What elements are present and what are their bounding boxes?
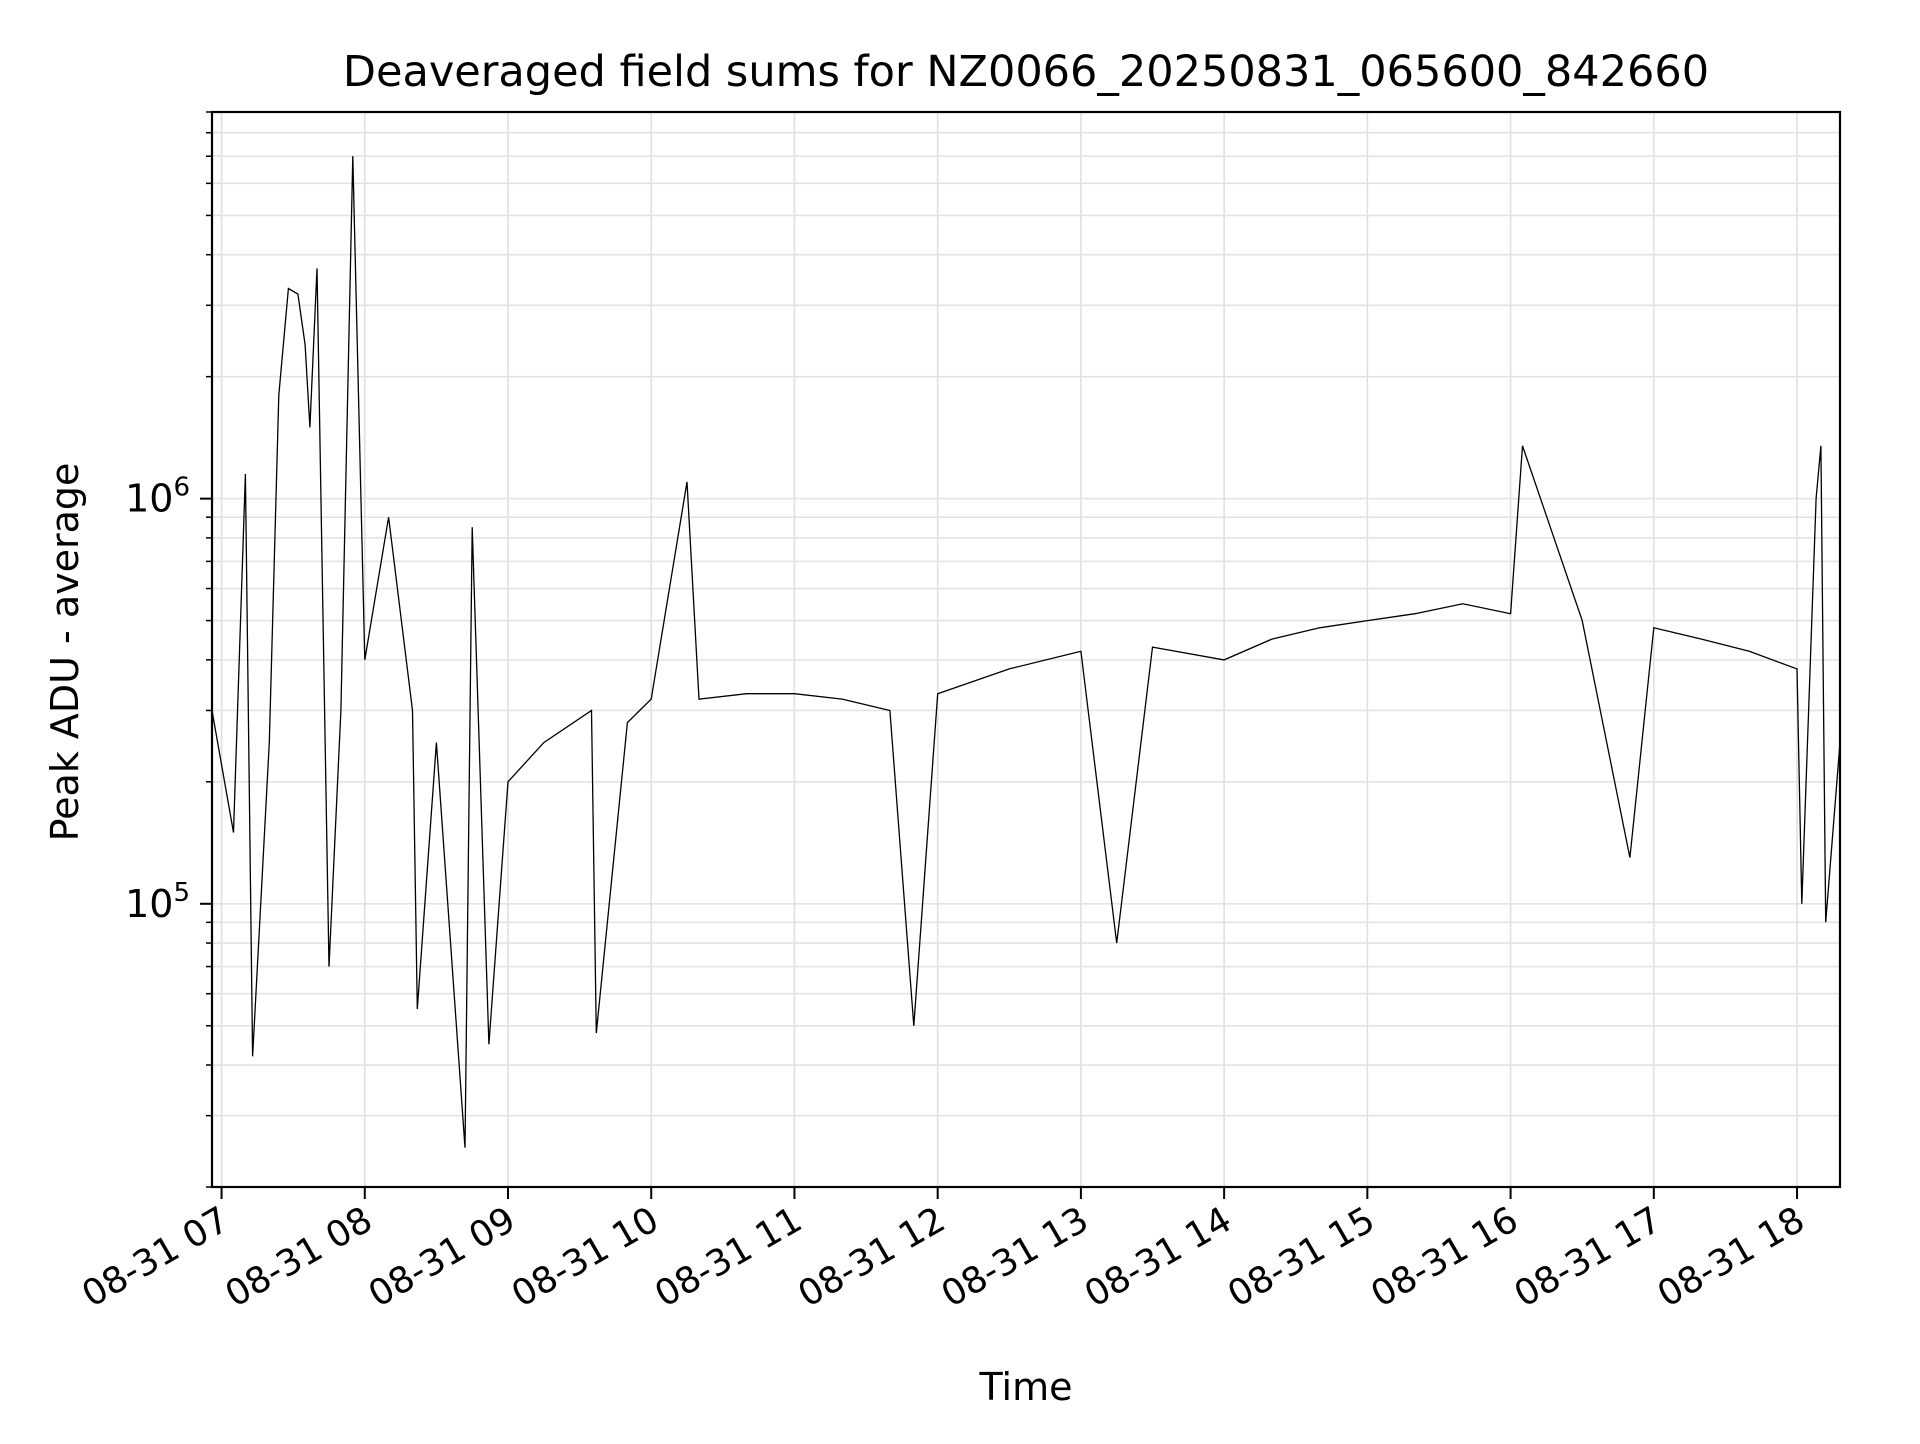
plot-area-frame (210, 110, 1842, 1189)
x-axis-label: Time (979, 1365, 1073, 1409)
plot-data-group (212, 156, 1840, 1148)
grid-lines (212, 111, 1840, 1188)
y-tick-label: 105 (125, 878, 190, 926)
series-layer (212, 156, 1840, 1148)
y-tick-label: 106 (125, 473, 190, 521)
y-axis-label: Peak ADU - average (43, 463, 87, 842)
series-line (212, 156, 1840, 1148)
chart-title: Deaveraged field sums for NZ0066_2025083… (343, 47, 1709, 97)
